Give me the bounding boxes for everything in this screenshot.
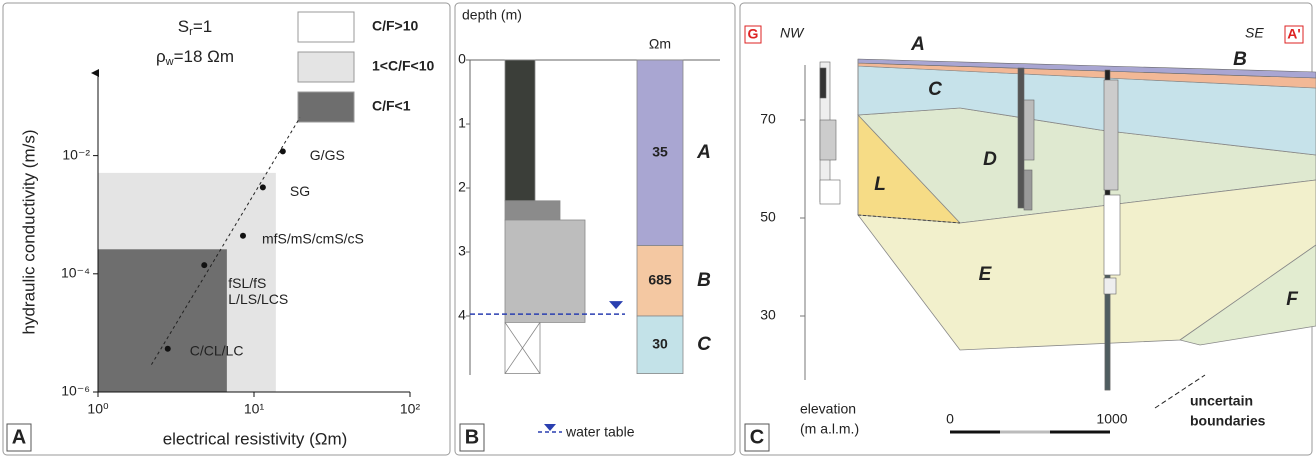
water-table-triangle — [609, 301, 623, 309]
point-label: L/LS/LCS — [228, 291, 288, 307]
axis-label: (m a.l.m.) — [800, 421, 859, 437]
legend-swatch — [298, 12, 354, 42]
layer-name: B — [1233, 49, 1247, 70]
layer-name: A — [910, 34, 925, 55]
panel-a: Sr=1 ρw=18 Ωm hydraulic conductivity (m/… — [7, 12, 434, 451]
resistivity-value: 685 — [648, 272, 672, 288]
legend-label: 1<C/F<10 — [372, 58, 434, 74]
y-tick-label: 10⁻⁴ — [61, 265, 90, 281]
depth-header: depth (m) — [462, 7, 522, 23]
elevation-tick-label: 30 — [760, 307, 776, 323]
lithology-layer — [505, 201, 560, 220]
axis-label: elevation — [800, 401, 856, 417]
x-axis-label: electrical resistivity (Ωm) — [163, 429, 348, 448]
legend-label: C/F<1 — [372, 98, 411, 114]
unit: Ωm — [649, 36, 671, 52]
panel-frame — [455, 3, 735, 455]
elevation-tick-label: 50 — [760, 209, 776, 225]
legend-swatch — [298, 52, 354, 82]
elevation-tick-label: 70 — [760, 111, 776, 127]
point-label: fSL/fS — [228, 275, 266, 291]
water-resistivity: ρw=18 Ωm — [156, 47, 234, 67]
layer-name: E — [979, 264, 993, 285]
point — [165, 346, 171, 352]
direction: NW — [780, 25, 805, 41]
y-tick-label: 10⁻² — [62, 146, 90, 162]
depth-tick-label: 4 — [458, 307, 466, 323]
x-tick-label: 10⁰ — [87, 401, 109, 417]
resistivity-value: 30 — [652, 336, 668, 352]
panel-label: C — [750, 426, 764, 448]
point — [201, 262, 207, 268]
layer-name: C — [928, 79, 942, 100]
saturation: Sr=1 — [178, 17, 212, 37]
point — [260, 184, 266, 190]
x-tick-label: 10¹ — [244, 401, 265, 417]
symbol: S — [178, 17, 189, 36]
legend-label: C/F>10 — [372, 18, 419, 34]
depth-tick-label: 2 — [458, 179, 466, 195]
uncertain-text: boundaries — [1190, 413, 1266, 429]
point — [240, 233, 246, 239]
point-label: mfS/mS/cmS/cS — [262, 230, 364, 246]
panel-c: G NW SE A' elevation (m a.l.m.) 0 1000 u… — [745, 25, 1316, 451]
layer-name: L — [874, 174, 886, 195]
layer-name: D — [983, 149, 997, 170]
legend-triangle — [544, 424, 556, 431]
lithology-layer — [505, 60, 535, 201]
depth-tick-label: 1 — [458, 115, 466, 131]
depth-tick-label: 3 — [458, 243, 466, 259]
marker: G — [748, 26, 759, 42]
legend-swatch — [298, 92, 354, 122]
subscript: w — [165, 56, 174, 68]
legend-text: water table — [565, 424, 635, 440]
scale-label: 0 — [946, 411, 954, 427]
point-label: C/CL/LC — [190, 342, 244, 358]
resistivity-value: 35 — [652, 144, 668, 160]
value: =1 — [193, 17, 212, 36]
panel-label: A — [12, 426, 26, 448]
lithology-layer — [505, 220, 585, 322]
panel-b: depth (m) Ωm water table 0 1 2 3 4 35 A 685 B 30 C… — [458, 7, 720, 451]
depth-tick-label: 0 — [458, 51, 466, 67]
direction: SE — [1245, 25, 1264, 41]
point-label: G/GS — [310, 147, 345, 163]
x-tick-label: 10² — [400, 401, 421, 417]
layer-name: A — [696, 142, 711, 163]
symbol: ρ — [156, 47, 166, 66]
uncertain-text: uncertain — [1190, 393, 1253, 409]
y-tick-label: 10⁻⁶ — [61, 383, 90, 399]
panel-label: B — [465, 426, 479, 448]
layer-name: B — [697, 270, 711, 291]
scale-label: 1000 — [1096, 411, 1127, 427]
layer-name: C — [697, 334, 711, 355]
layer-name: F — [1286, 289, 1299, 310]
point-label: SG — [290, 183, 310, 199]
marker: A' — [1287, 26, 1300, 42]
value: =18 Ωm — [174, 47, 234, 66]
y-axis-label: hydraulic conductivity (m/s) — [19, 129, 38, 334]
figure: Sr=1 ρw=18 Ωm hydraulic conductivity (m/… — [0, 0, 1316, 459]
point — [280, 148, 286, 154]
